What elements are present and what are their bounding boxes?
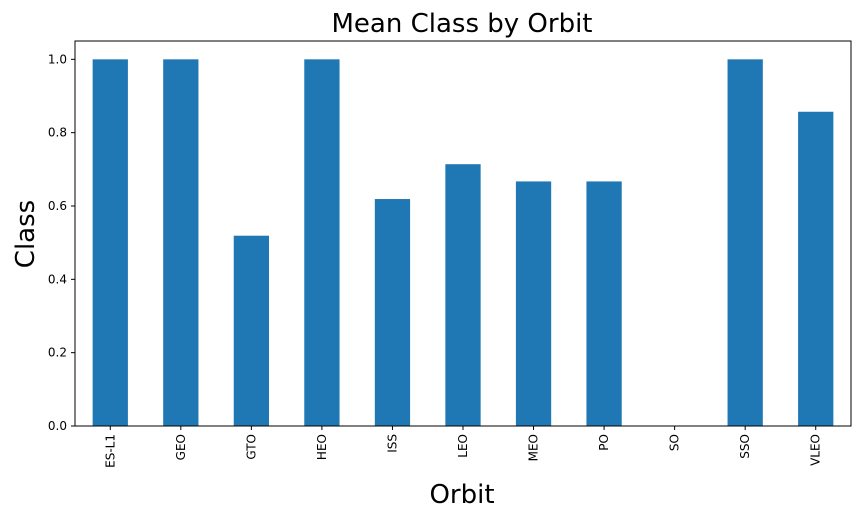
y-axis-ticks: 0.0 0.2 0.4 0.6 0.8 1.0 [48,52,75,433]
bar-geo [163,59,199,426]
x-tick-label: VLEO [809,434,823,466]
y-tick-label: 0.4 [48,272,67,286]
plot-frame [74,40,852,427]
x-tick-label: PO [597,434,611,451]
y-tick-label: 0.6 [48,199,67,213]
bar-iss [374,199,411,426]
x-tick-label: LEO [456,434,470,458]
x-tick-label: GEO [174,434,188,460]
y-tick-label: 0.0 [48,419,67,433]
x-tick-label: ISS [385,434,399,453]
bar-es-l1 [92,59,128,426]
bar-leo [445,164,481,426]
x-axis-ticks: ES-L1 GEO GTO HEO ISS LEO MEO PO SO SSO VLEO [103,426,823,468]
x-tick-label: HEO [315,434,329,460]
bar-heo [304,59,340,426]
y-axis-title: Class [11,200,41,268]
bars-group [92,59,834,427]
bar-vleo [798,111,834,427]
x-tick-label: MEO [527,434,541,461]
y-tick-label: 0.2 [48,346,67,360]
bar-gto [233,235,269,426]
bar-po [586,181,622,426]
y-tick-label: 1.0 [48,52,67,66]
x-tick-label: SO [668,434,682,451]
bar-meo [515,181,552,426]
x-tick-label: ES-L1 [103,434,117,468]
x-tick-label: SSO [738,434,752,459]
bar-sso [727,59,763,426]
x-axis-title: Orbit [429,480,494,510]
x-tick-label: GTO [244,434,258,460]
y-tick-label: 0.8 [48,126,67,140]
chart-title: Mean Class by Orbit [331,9,592,39]
